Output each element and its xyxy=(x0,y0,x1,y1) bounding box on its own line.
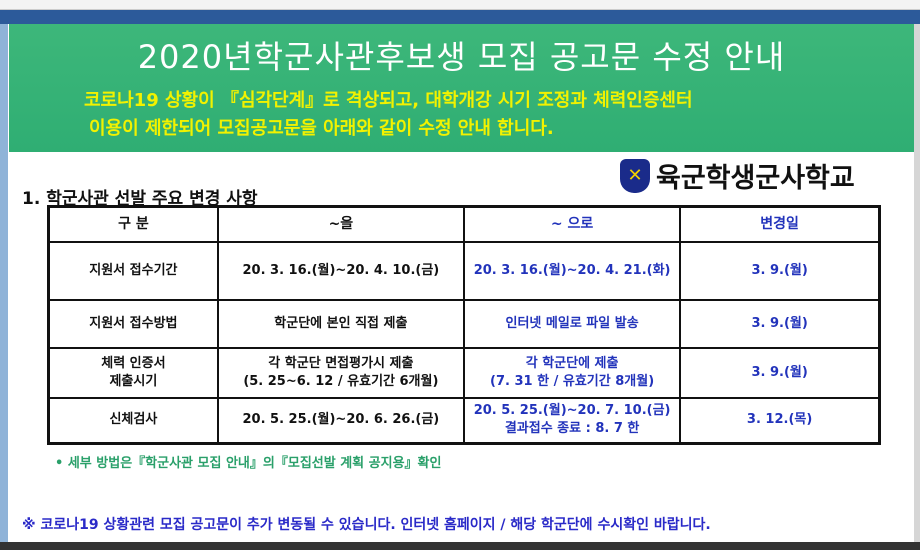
cell-before: 20. 3. 16.(월)~20. 4. 10.(금) xyxy=(216,240,465,301)
army-emblem-icon: ✕ xyxy=(620,158,650,193)
cell-category: 신체검사 xyxy=(47,396,219,445)
table-row: 신체검사 20. 5. 25.(월)~20. 6. 26.(금) 20. 5. … xyxy=(47,396,881,445)
cell-before: 각 학군단 면접평가시 제출 (5. 25~6. 12 / 유효기간 6개월) xyxy=(216,346,465,399)
header-category: 구 분 xyxy=(47,205,219,243)
detail-note: • 세부 방법은『학군사관 모집 안내』의『모집선발 계획 공지용』확인 xyxy=(55,456,442,471)
cell-after: 20. 5. 25.(월)~20. 7. 10.(금) 결과접수 종료 : 8.… xyxy=(462,396,682,445)
cell-date: 3. 9.(월) xyxy=(679,298,881,349)
cell-date: 3. 9.(월) xyxy=(679,240,881,301)
section-title: 1. 학군사관 선발 주요 변경 사항 xyxy=(22,189,258,209)
cell-after: 각 학군단에 제출 (7. 31 한 / 유효기간 8개월) xyxy=(462,346,682,399)
cell-category: 체력 인증서 제출시기 xyxy=(47,346,219,399)
cell-date: 3. 9.(월) xyxy=(679,346,881,399)
cell-before: 20. 5. 25.(월)~20. 6. 26.(금) xyxy=(216,396,465,445)
cell-date: 3. 12.(목) xyxy=(679,396,881,445)
table-row: 지원서 접수기간 20. 3. 16.(월)~20. 4. 10.(금) 20.… xyxy=(47,240,881,301)
window-top-strip xyxy=(0,0,920,10)
cell-category: 지원서 접수방법 xyxy=(47,298,219,349)
header-date: 변경일 xyxy=(679,205,881,243)
scrollbar[interactable] xyxy=(914,24,920,544)
notice-banner: 2020년학군사관후보생 모집 공고문 수정 안내 코로나19 상황이 『심각단… xyxy=(9,24,914,152)
cell-after: 20. 3. 16.(월)~20. 4. 21.(화) xyxy=(462,240,682,301)
school-logo: ✕ 육군학생군사학교 xyxy=(620,156,855,195)
changes-table: 구 분 ~을 ~ 으로 변경일 지원서 접수기간 20. 3. 16.(월)~2… xyxy=(47,205,881,445)
table-row: 지원서 접수방법 학군단에 본인 직접 제출 인터넷 메일로 파일 발송 3. … xyxy=(47,298,881,349)
header-after: ~ 으로 xyxy=(462,205,682,243)
cell-after: 인터넷 메일로 파일 발송 xyxy=(462,298,682,349)
cell-before: 학군단에 본인 직접 제출 xyxy=(216,298,465,349)
banner-subtitle-line2: 이용이 제한되어 모집공고문을 아래와 같이 수정 안내 합니다. xyxy=(89,118,554,139)
left-edge xyxy=(0,24,8,544)
table-row: 체력 인증서 제출시기 각 학군단 면접평가시 제출 (5. 25~6. 12 … xyxy=(47,346,881,399)
window-bottom-bar xyxy=(0,542,920,550)
table-header-row: 구 분 ~을 ~ 으로 변경일 xyxy=(47,205,881,243)
window-frame xyxy=(0,10,920,24)
page-title: 2020년학군사관후보생 모집 공고문 수정 안내 xyxy=(137,38,786,76)
banner-subtitle-line1: 코로나19 상황이 『심각단계』로 격상되고, 대학개강 시기 조정과 체력인증… xyxy=(84,90,693,111)
logo-text: 육군학생군사학교 xyxy=(656,163,855,194)
header-before: ~을 xyxy=(216,205,465,243)
cell-category: 지원서 접수기간 xyxy=(47,240,219,301)
footer-notice: ※ 코로나19 상황관련 모집 공고문이 추가 변동될 수 있습니다. 인터넷 … xyxy=(22,517,711,533)
